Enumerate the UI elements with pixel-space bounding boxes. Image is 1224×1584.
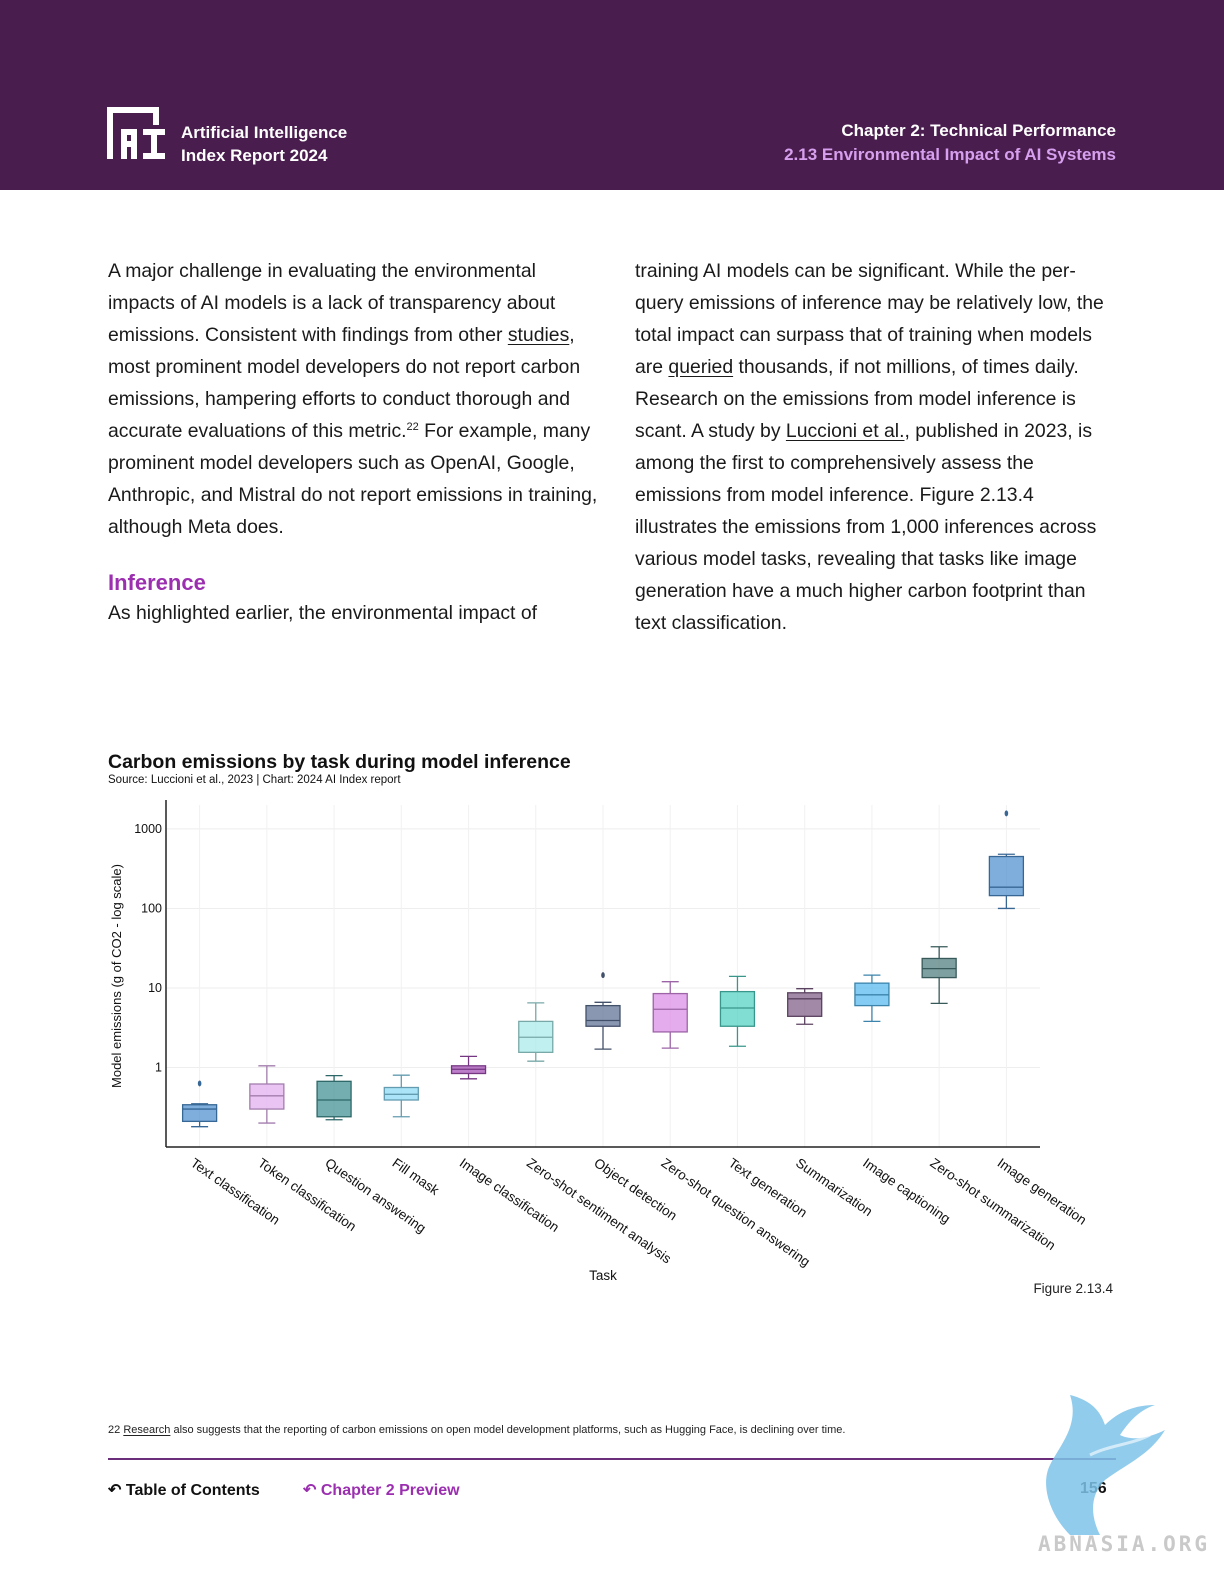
report-name: Artificial Intelligence Index Report 202… <box>181 121 347 167</box>
y-tick-label: 1000 <box>134 822 162 836</box>
footnote-number: 22 <box>108 1424 121 1436</box>
text-segment: , most prominent model developers do not… <box>108 324 581 442</box>
winged-lion-icon <box>1046 1395 1165 1535</box>
text-segment: A major challenge in evaluating the envi… <box>108 260 556 346</box>
luccioni-link[interactable]: Luccioni et al. <box>785 420 905 442</box>
queried-link[interactable]: queried <box>668 356 734 378</box>
x-tick-label: Fill mask <box>390 1155 442 1198</box>
box-body <box>181 1104 218 1123</box>
text-segment: For example, many prominent model develo… <box>108 420 598 538</box>
toc-label: Table of Contents <box>125 1482 260 1499</box>
box-body <box>249 1083 285 1110</box>
text-segment: thousands, if not millions, of times dai… <box>635 356 1079 442</box>
text-segment: , published in 2023, is among the first … <box>635 420 1097 634</box>
chapter-info: Chapter 2: Technical Performance 2.13 En… <box>784 119 1116 167</box>
box-outlier <box>1004 810 1009 817</box>
report-name-line1: Artificial Intelligence <box>181 123 348 142</box>
box-body <box>719 990 756 1027</box>
box-body <box>652 992 688 1033</box>
left-column: A major challenge in evaluating the envi… <box>108 255 603 629</box>
y-axis-title: Model emissions (g of CO2 - log scale) <box>109 864 124 1088</box>
intro-paragraph: A major challenge in evaluating the envi… <box>108 255 603 543</box>
footnote: 22 Research also suggests that the repor… <box>108 1424 845 1436</box>
y-tick-label: 1 <box>155 1060 162 1074</box>
page-header: Artificial Intelligence Index Report 202… <box>0 0 1224 190</box>
footnote-ref[interactable]: 22 <box>406 421 419 433</box>
box-body <box>988 855 1025 897</box>
box-outlier <box>197 1080 202 1087</box>
box-body <box>316 1080 352 1118</box>
chart-source: Source: Luccioni et al., 2023 | Chart: 2… <box>108 774 401 786</box>
box-body <box>787 992 823 1017</box>
ai-index-logo-icon <box>107 107 165 159</box>
research-link[interactable]: Research <box>123 1424 171 1436</box>
chapter-title: Chapter 2: Technical Performance <box>841 121 1116 140</box>
footer-divider <box>108 1458 1116 1460</box>
inference-heading: Inference <box>108 570 206 595</box>
studies-link[interactable]: studies <box>507 324 570 346</box>
report-name-line2: Index Report 2024 <box>181 146 328 165</box>
watermark-text: ABNASIA.ORG <box>1038 1532 1211 1556</box>
return-arrow-icon: ↶ <box>108 1482 122 1499</box>
inference-paragraph-start: As highlighted earlier, the environmenta… <box>108 602 537 624</box>
y-tick-label: 10 <box>148 981 162 995</box>
text-segment: training AI models can be significant. W… <box>635 260 1104 378</box>
table-of-contents-link[interactable]: ↶ Table of Contents <box>108 1480 260 1500</box>
chart-title: Carbon emissions by task during model in… <box>108 751 571 773</box>
box-outlier <box>601 972 605 979</box>
footnote-text: also suggests that the reporting of carb… <box>170 1424 846 1436</box>
box-body <box>585 1004 621 1027</box>
return-arrow-icon: ↶ <box>303 1482 317 1499</box>
x-axis-title: Task <box>589 1268 617 1283</box>
preview-label: Chapter 2 Preview <box>320 1482 460 1499</box>
right-column: training AI models can be significant. W… <box>635 255 1120 639</box>
x-tick-label: Zero-shot summarization <box>927 1155 1058 1253</box>
chapter-preview-link[interactable]: ↶ Chapter 2 Preview <box>303 1480 460 1500</box>
figure-label: Figure 2.13.4 <box>1033 1281 1113 1296</box>
section-title: 2.13 Environmental Impact of AI Systems <box>784 145 1116 164</box>
y-tick-label: 100 <box>141 901 162 915</box>
inference-paragraph: training AI models can be significant. W… <box>635 255 1120 639</box>
